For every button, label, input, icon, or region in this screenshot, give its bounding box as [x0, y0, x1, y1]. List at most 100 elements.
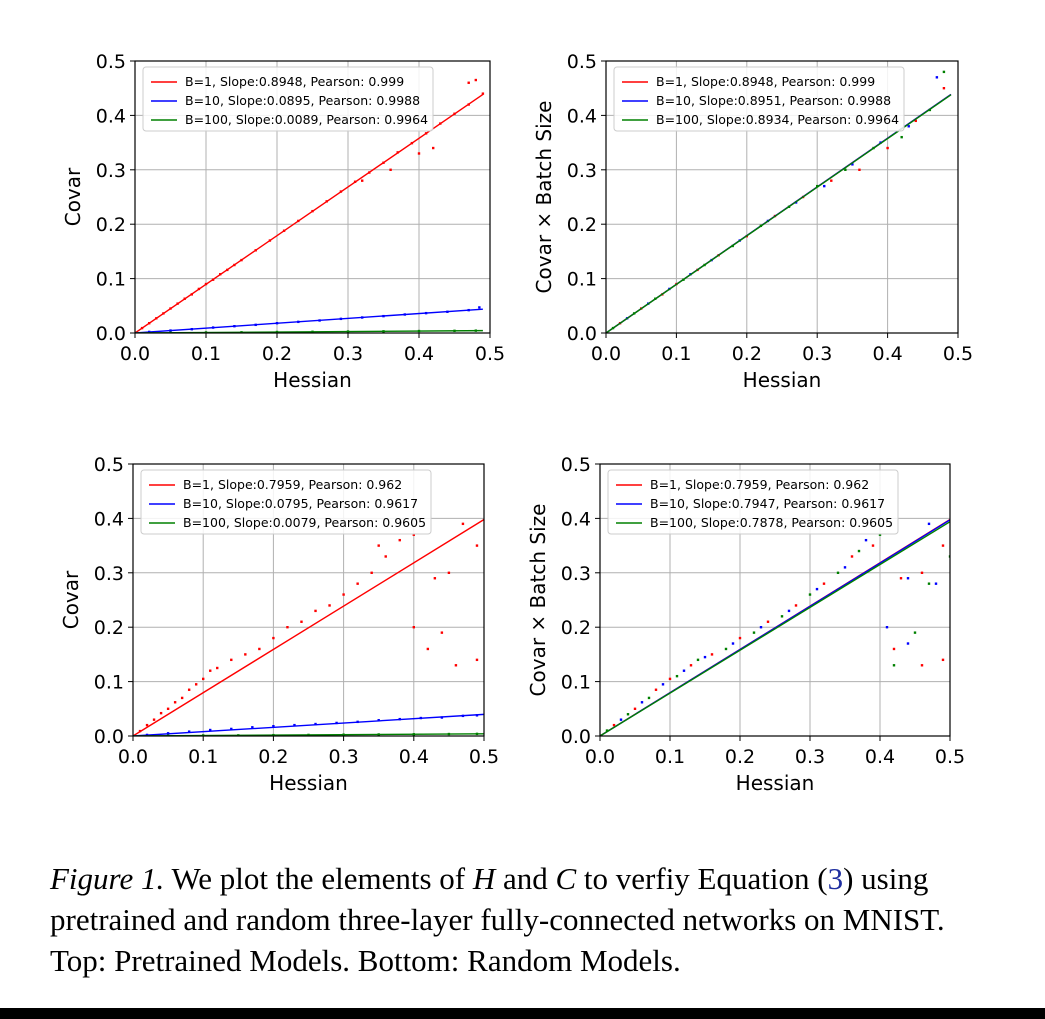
data-point-series-1: [339, 190, 343, 193]
data-point-series-2: [403, 313, 406, 316]
data-point-series-1: [190, 293, 193, 296]
data-point-series-2: [935, 76, 939, 79]
data-point-series-1: [481, 92, 485, 95]
legend-label-series-2: B=10, Slope:0.8951, Pearson: 0.9988: [656, 93, 891, 108]
data-point-series-1: [230, 658, 233, 662]
data-point-series-1: [377, 544, 380, 547]
y-axis-label: Covar: [59, 570, 83, 629]
data-point-series-1: [268, 239, 272, 242]
data-point-series-3: [311, 330, 314, 333]
y-tick-label: 0.0: [561, 726, 591, 748]
y-tick-label: 0.1: [96, 269, 126, 291]
data-point-series-1: [886, 146, 889, 150]
x-tick-label: 0.0: [585, 746, 615, 768]
data-point-series-2: [823, 184, 826, 188]
data-point-series-1: [439, 122, 442, 125]
data-point-series-2: [382, 314, 385, 318]
data-point-series-1: [424, 132, 428, 135]
data-point-series-2: [440, 716, 444, 719]
x-axis-label: Hessian: [736, 771, 815, 795]
y-tick-label: 0.1: [567, 269, 597, 291]
data-point-series-1: [899, 577, 903, 580]
data-point-series-2: [424, 311, 428, 315]
x-tick-label: 0.3: [328, 746, 358, 768]
data-point-series-1: [467, 103, 470, 106]
data-point-series-2: [254, 323, 257, 327]
legend-label-series-1: B=1, Slope:0.8948, Pearson: 0.999: [185, 74, 404, 89]
x-tick-label: 0.5: [475, 343, 505, 365]
data-point-series-3: [632, 312, 636, 315]
x-tick-label: 0.0: [591, 343, 621, 365]
data-point-series-1: [173, 701, 177, 704]
data-point-series-1: [138, 729, 142, 733]
data-point-series-1: [475, 658, 479, 662]
data-point-series-2: [398, 717, 401, 721]
data-point-series-1: [180, 696, 184, 700]
chart-top-left: 0.00.0 0.1 0.1 0.2 0.2 0.3 0.3 0.4 0.4 0.5 0.5 Hess…: [61, 51, 505, 392]
axes-frame: [599, 463, 951, 737]
caption-equation-ref-link[interactable]: 3: [827, 861, 844, 896]
data-point-series-1: [850, 555, 854, 558]
data-point-series-1: [453, 112, 456, 115]
data-point-series-3: [844, 168, 847, 171]
data-point-series-2: [148, 330, 151, 333]
fit-line-series-2: [133, 713, 484, 736]
y-tick-label: 0.2: [96, 214, 126, 236]
data-point-series-3: [654, 297, 657, 300]
data-point-series-3: [626, 713, 630, 716]
data-point-series-2: [419, 716, 423, 720]
data-point-series-2: [787, 609, 791, 613]
x-tick-label: 0.4: [872, 343, 902, 365]
data-point-series-1: [152, 718, 156, 721]
data-point-series-1: [297, 219, 300, 223]
x-tick-label: 0.5: [943, 343, 973, 365]
data-point-series-1: [942, 87, 946, 90]
data-point-series-1: [920, 571, 924, 574]
y-tick-label: 0.4: [561, 508, 591, 530]
x-tick-label: 0.4: [865, 746, 895, 768]
data-point-series-1: [475, 544, 479, 547]
y-tick-label: 0.1: [94, 672, 124, 694]
data-point-series-2: [251, 726, 254, 729]
data-point-series-1: [689, 664, 693, 667]
caption-label: Figure 1.: [50, 861, 165, 896]
data-point-series-3: [724, 647, 728, 651]
data-point-series-2: [640, 701, 644, 704]
data-point-series-1: [282, 229, 286, 232]
data-point-series-2: [356, 720, 359, 724]
data-point-series-2: [906, 577, 910, 580]
data-point-series-2: [843, 566, 847, 569]
x-axis-label: Hessian: [273, 368, 352, 392]
data-point-series-2: [211, 326, 215, 329]
data-point-series-1: [467, 81, 470, 84]
y-tick-label: 0.3: [94, 563, 124, 585]
data-point-series-3: [857, 549, 861, 553]
data-point-series-1: [384, 555, 387, 558]
y-tick-label: 0.4: [567, 105, 597, 127]
data-point-series-1: [892, 647, 896, 651]
data-point-series-2: [815, 587, 819, 591]
data-point-series-2: [731, 642, 735, 645]
x-tick-label: 0.1: [191, 343, 221, 365]
y-tick-label: 0.5: [567, 51, 597, 73]
data-point-series-1: [432, 146, 435, 150]
data-point-series-3: [928, 108, 932, 112]
data-point-series-2: [759, 626, 763, 629]
data-point-series-2: [907, 125, 910, 128]
data-point-series-1: [286, 626, 289, 629]
data-point-series-1: [325, 200, 328, 203]
data-point-series-2: [467, 308, 470, 312]
data-point-series-1: [398, 538, 401, 542]
x-tick-label: 0.2: [258, 746, 288, 768]
axes-frame: [134, 60, 491, 334]
data-point-series-1: [822, 582, 826, 585]
data-point-series-1: [920, 664, 924, 667]
y-tick-label: 0.3: [96, 160, 126, 182]
data-point-series-1: [941, 544, 945, 547]
data-point-series-1: [633, 707, 637, 710]
data-point-series-3: [682, 278, 685, 281]
y-tick-label: 0.5: [94, 454, 124, 476]
data-point-series-1: [794, 604, 798, 607]
x-axis-label: Hessian: [743, 368, 822, 392]
